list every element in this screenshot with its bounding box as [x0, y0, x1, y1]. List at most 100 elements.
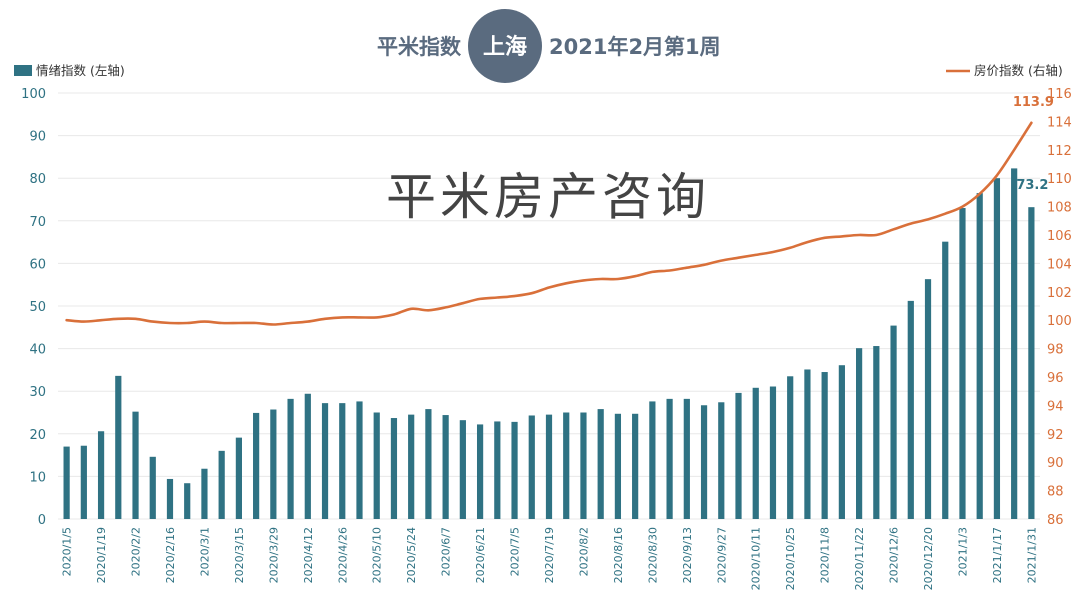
x-tick-label: 2020/4/12 — [302, 527, 315, 583]
bar — [700, 405, 708, 519]
left-tick-label: 20 — [29, 428, 46, 443]
city-badge-label: 上海 — [483, 34, 527, 60]
right-tick-label: 100 — [1047, 314, 1072, 329]
bar — [632, 413, 639, 519]
x-tick-label: 2020/11/22 — [853, 527, 866, 590]
right-tick-label: 102 — [1047, 286, 1072, 301]
right-tick-label: 110 — [1047, 172, 1072, 187]
right-tick-label: 94 — [1047, 399, 1064, 414]
bar — [735, 392, 742, 519]
bar — [838, 365, 845, 519]
x-tick-label: 2020/7/19 — [543, 527, 556, 583]
bar — [97, 431, 105, 519]
right-tick-label: 112 — [1047, 144, 1072, 159]
bar — [408, 414, 415, 519]
left-tick-label: 50 — [29, 300, 46, 315]
right-tick-label: 108 — [1047, 201, 1072, 216]
left-axis: 0 10 20 30 40 50 60 70 80 90 100 — [21, 87, 46, 528]
last-bar-value-label: 73.2 — [1016, 178, 1048, 193]
x-tick-label: 2020/5/10 — [371, 527, 384, 583]
right-tick-label: 104 — [1047, 257, 1072, 272]
bar — [942, 241, 949, 519]
x-tick-label: 2020/2/16 — [164, 527, 177, 583]
bar — [253, 412, 260, 519]
chart-title: 平米指数 上海 2021年2月第1周 — [377, 9, 721, 83]
left-tick-label: 80 — [29, 172, 46, 187]
x-tick-label: 2020/9/27 — [715, 527, 728, 583]
x-tick-label: 2021/1/3 — [956, 527, 969, 576]
bar — [769, 386, 777, 519]
bar — [666, 398, 673, 519]
bar — [339, 403, 346, 519]
bar — [856, 348, 863, 519]
title-left: 平米指数 — [377, 35, 462, 59]
legend: 情绪指数 (左轴) 房价指数 (右轴) — [14, 63, 1063, 78]
bar — [1028, 207, 1035, 519]
bar — [545, 414, 553, 519]
bar — [959, 208, 966, 519]
last-line-value-label: 113.9 — [1013, 95, 1054, 110]
left-tick-label: 0 — [38, 513, 46, 528]
x-tick-label: 2020/5/24 — [405, 527, 418, 583]
bar — [511, 421, 518, 519]
x-tick-label: 2020/12/6 — [888, 527, 901, 583]
bar — [321, 403, 329, 519]
bar — [873, 346, 880, 519]
bar — [115, 375, 122, 519]
bar — [201, 468, 208, 519]
bar — [683, 398, 690, 519]
bar — [597, 409, 604, 519]
bar — [270, 409, 277, 519]
x-tick-label: 2021/1/31 — [1025, 527, 1038, 583]
x-tick-label: 2020/9/13 — [681, 527, 694, 583]
bar — [528, 415, 535, 519]
bar — [649, 401, 656, 519]
bar — [804, 369, 811, 519]
x-tick-label: 2020/3/29 — [267, 527, 280, 583]
bar — [614, 413, 622, 519]
right-tick-label: 106 — [1047, 229, 1072, 244]
bar — [752, 387, 759, 519]
right-tick-label: 114 — [1047, 115, 1072, 130]
right-tick-label: 90 — [1047, 456, 1064, 471]
bar — [442, 415, 449, 519]
bar — [304, 393, 311, 519]
bar — [580, 412, 587, 519]
left-tick-label: 40 — [29, 343, 46, 358]
city-badge — [468, 9, 542, 83]
bar — [390, 418, 398, 519]
x-tick-label: 2021/1/17 — [991, 527, 1004, 583]
bar — [907, 300, 914, 519]
bar — [476, 424, 484, 519]
right-axis: 86 88 90 92 94 96 98 100 102 104 106 108 110 112 114 11… — [1047, 87, 1072, 528]
bar — [218, 450, 225, 519]
right-tick-label: 96 — [1047, 371, 1064, 386]
x-tick-label: 2020/11/8 — [819, 527, 832, 583]
left-tick-label: 70 — [29, 215, 46, 230]
x-tick-label: 2020/8/30 — [646, 527, 659, 583]
watermark: 平米房产咨询 — [386, 168, 710, 226]
x-tick-label: 2020/1/19 — [95, 527, 108, 583]
x-tick-label: 2020/6/7 — [440, 527, 453, 576]
right-tick-label: 86 — [1047, 513, 1064, 528]
legend-bar-swatch — [14, 65, 32, 76]
x-tick-label: 2020/8/2 — [577, 527, 590, 576]
legend-bar-label: 情绪指数 (左轴) — [36, 63, 125, 78]
x-tick-label: 2020/7/5 — [509, 527, 522, 576]
left-tick-label: 90 — [29, 130, 46, 145]
right-tick-label: 116 — [1047, 87, 1072, 102]
title-right: 2021年2月第1周 — [549, 35, 721, 59]
bar — [494, 421, 501, 519]
bar — [80, 445, 87, 519]
x-tick-label: 2020/10/25 — [784, 527, 797, 590]
legend-line-label: 房价指数 (右轴) — [974, 63, 1063, 78]
left-tick-label: 100 — [21, 87, 46, 102]
left-tick-label: 30 — [29, 385, 46, 400]
bar — [63, 446, 70, 519]
bar — [563, 412, 570, 519]
data-labels: 73.2 113.9 — [1013, 95, 1054, 193]
bar — [149, 456, 156, 519]
bar — [459, 420, 466, 519]
x-tick-label: 2020/10/11 — [750, 527, 763, 590]
